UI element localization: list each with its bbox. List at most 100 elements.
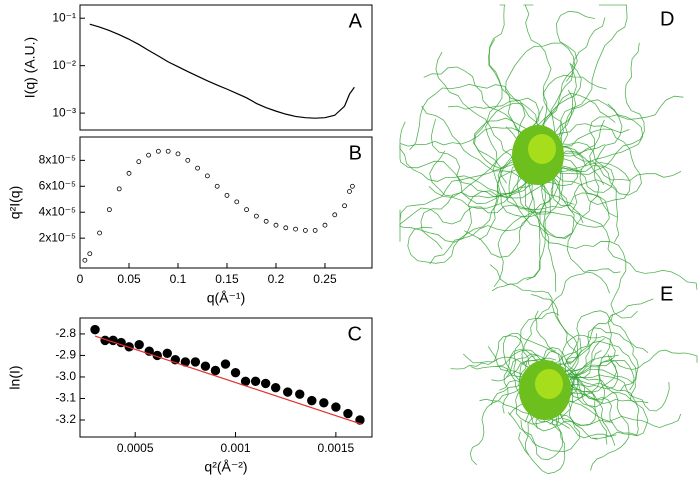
y-tick-label: -2.9 — [55, 348, 76, 362]
data-point — [210, 365, 221, 376]
y-tick-label: -2.8 — [55, 326, 76, 340]
backbone-trace — [497, 148, 618, 218]
y-tick-label: 10⁻¹ — [52, 10, 76, 24]
backbone-trace — [520, 383, 580, 452]
data-point — [263, 218, 269, 224]
data-point — [234, 199, 240, 205]
backbone-trace — [523, 4, 552, 147]
panel-letter: C — [348, 323, 362, 345]
data-point — [302, 227, 308, 233]
data-point — [82, 257, 88, 263]
data-point — [319, 398, 329, 408]
data-point — [307, 395, 317, 406]
panel-letter: E — [660, 283, 673, 305]
data-point — [175, 151, 181, 157]
backbone-trace — [553, 114, 644, 172]
x-tick-label: 0.15 — [215, 272, 239, 286]
data-point — [270, 383, 281, 393]
data-point — [253, 213, 259, 219]
backbone-trace — [568, 298, 654, 408]
y-tick-label: 10⁻³ — [52, 105, 76, 119]
x-tick-label: 0.001 — [221, 441, 251, 455]
backbone-trace — [550, 165, 620, 243]
backbone-trace — [543, 167, 698, 290]
data-point — [116, 337, 126, 348]
backbone-trace — [474, 4, 527, 169]
backbone-trace — [571, 338, 605, 380]
backbone-trace — [540, 42, 645, 175]
data-point — [331, 402, 341, 412]
panel-letter: B — [349, 142, 362, 164]
protein-ensemble — [450, 268, 698, 475]
data-point — [190, 357, 201, 367]
data-point — [342, 203, 347, 209]
x-tick-label: 0 — [77, 272, 84, 286]
backbone-trace — [546, 374, 670, 412]
x-tick-label: 0.1 — [170, 272, 187, 286]
data-point — [260, 378, 271, 389]
data-point — [90, 324, 100, 335]
x-tick-label: 0.2 — [268, 272, 285, 286]
data-point — [87, 251, 93, 257]
backbone-trace — [421, 105, 578, 187]
backbone-trace — [399, 148, 535, 221]
backbone-trace — [530, 294, 579, 374]
backbone-trace — [565, 340, 616, 393]
data-point — [97, 230, 102, 236]
backbone-trace — [516, 146, 610, 228]
x-tick-label: 0.0005 — [117, 441, 154, 455]
data-point — [312, 227, 318, 233]
backbone-trace — [555, 349, 698, 378]
data-line — [89, 23, 355, 119]
backbone-trace — [573, 359, 635, 391]
backbone-trace — [569, 372, 649, 439]
data-point — [220, 359, 231, 369]
data-point — [347, 189, 352, 194]
backbone-trace — [528, 103, 623, 239]
data-point — [214, 183, 220, 189]
data-point — [332, 212, 338, 218]
data-point — [230, 367, 241, 378]
backbone-trace — [435, 51, 531, 173]
panel-letter: A — [349, 10, 363, 32]
data-point — [293, 226, 298, 232]
data-point — [350, 183, 355, 189]
data-point — [204, 173, 210, 179]
data-point — [250, 376, 261, 386]
backbone-trace — [399, 121, 538, 198]
backbone-trace — [464, 173, 539, 258]
data-point — [355, 415, 365, 425]
y-tick-label: -3.1 — [55, 391, 76, 405]
data-point — [126, 170, 132, 176]
y-tick-label: 10⁻² — [52, 58, 76, 72]
data-point — [283, 225, 289, 231]
data-point — [136, 159, 142, 165]
data-point — [195, 165, 200, 171]
panel-letter: D — [660, 8, 674, 30]
backbone-trace — [569, 370, 608, 445]
data-point — [106, 207, 112, 213]
data-point — [244, 207, 249, 213]
data-point — [165, 148, 171, 154]
backbone-trace — [491, 283, 579, 363]
backbone-trace — [420, 166, 554, 250]
y-tick-label: -3.0 — [55, 369, 76, 383]
data-point — [343, 408, 353, 419]
backbone-trace — [564, 310, 649, 365]
backbone-trace — [559, 334, 637, 400]
data-point — [162, 348, 172, 358]
data-point — [224, 192, 230, 198]
backbone-trace — [399, 166, 535, 243]
backbone-trace — [523, 268, 621, 378]
x-tick-label: 0.25 — [313, 272, 337, 286]
backbone-trace — [552, 144, 682, 181]
data-point — [116, 186, 122, 192]
backbone-trace — [524, 169, 638, 319]
x-axis-label: q(Å⁻¹) — [207, 290, 246, 306]
backbone-trace — [399, 168, 561, 242]
backbone-trace — [429, 155, 562, 265]
data-line — [94, 335, 363, 425]
y-tick-label: 8x10⁻⁵ — [39, 153, 76, 167]
